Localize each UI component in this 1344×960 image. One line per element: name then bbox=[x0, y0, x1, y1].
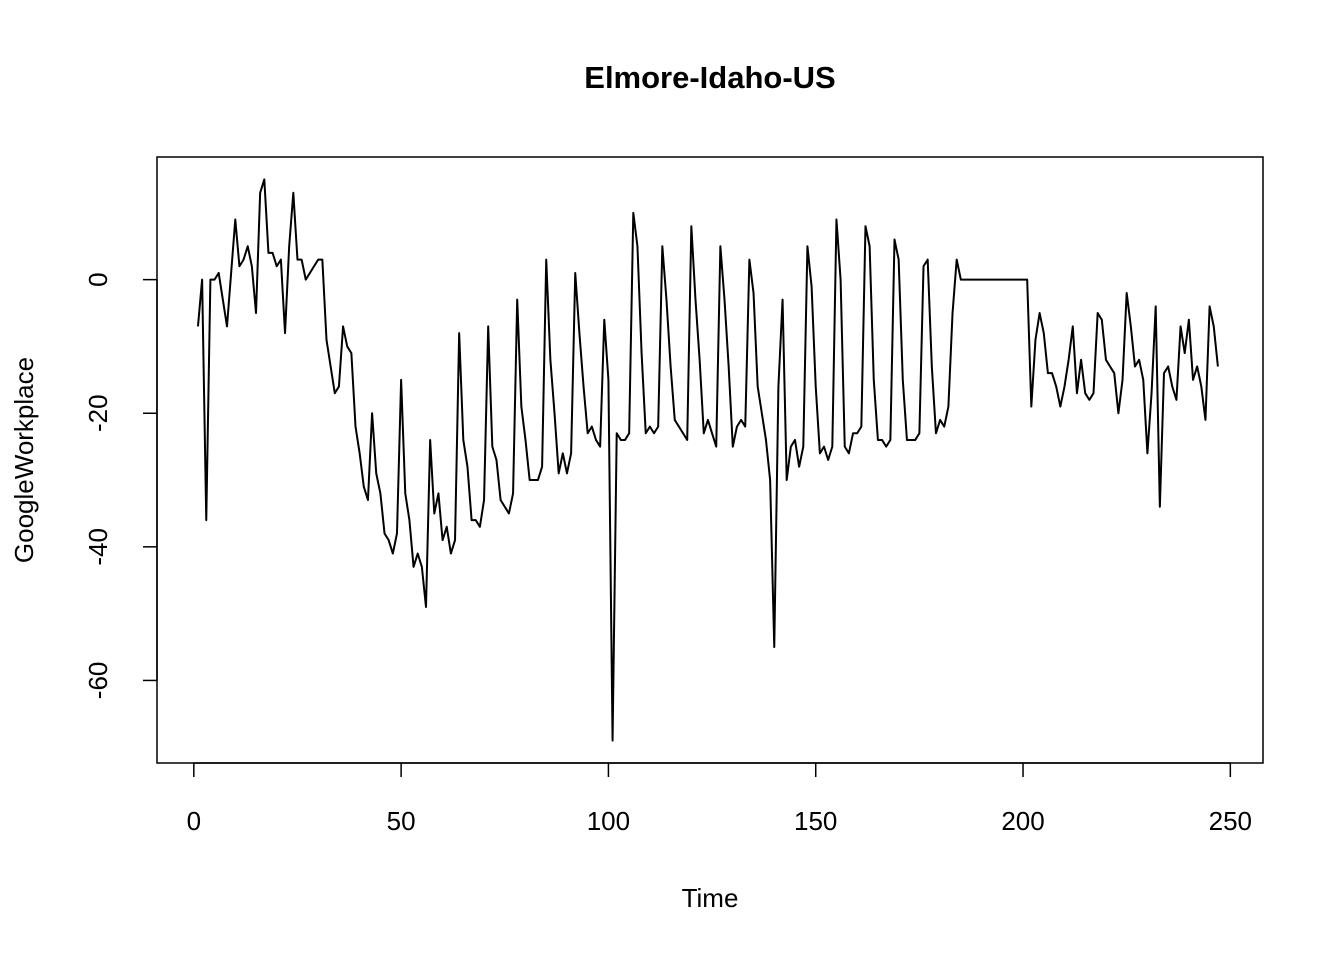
y-axis-label: GoogleWorkplace bbox=[9, 357, 39, 563]
x-tick-label: 0 bbox=[187, 806, 201, 836]
x-tick-label: 50 bbox=[387, 806, 416, 836]
y-tick-label: -60 bbox=[83, 662, 113, 700]
y-tick-label: 0 bbox=[83, 272, 113, 286]
x-axis-label: Time bbox=[682, 883, 739, 913]
x-tick-label: 150 bbox=[794, 806, 837, 836]
x-tick-label: 250 bbox=[1209, 806, 1252, 836]
y-tick-label: -40 bbox=[83, 528, 113, 566]
chart-title: Elmore-Idaho-US bbox=[584, 60, 835, 95]
x-tick-label: 100 bbox=[587, 806, 630, 836]
x-tick-label: 200 bbox=[1001, 806, 1044, 836]
y-tick-label: -20 bbox=[83, 394, 113, 432]
data-line bbox=[196, 178, 1219, 742]
